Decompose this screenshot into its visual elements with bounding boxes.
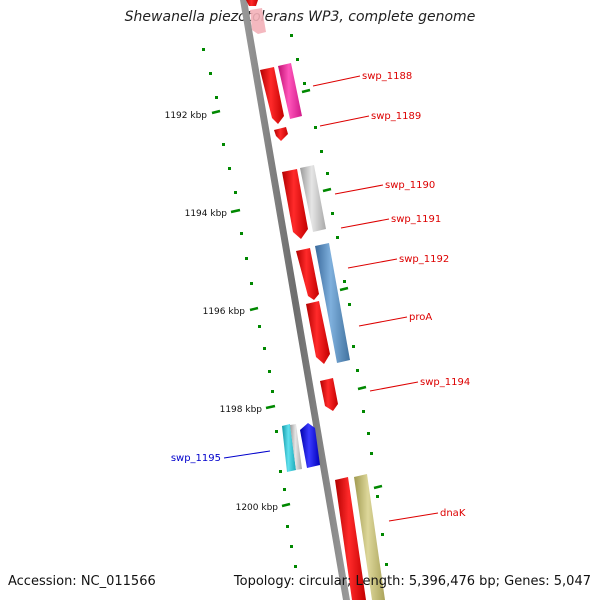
gene-label-swp-1195[interactable]: swp_1195 xyxy=(171,453,221,464)
feature-cyan[interactable] xyxy=(282,424,296,472)
tick-track-right xyxy=(290,34,388,566)
tick-label-1200: 1200 kbp xyxy=(236,503,279,513)
tick-label-1196: 1196 kbp xyxy=(203,307,246,317)
gene-label-swp-1191[interactable]: swp_1191 xyxy=(391,214,441,225)
gene-label-swp-1190[interactable]: swp_1190 xyxy=(385,180,435,191)
gene-arrow-swp-1192[interactable] xyxy=(296,248,319,300)
gene-label-dnaK[interactable]: dnaK xyxy=(440,508,466,519)
tick-label-1194: 1194 kbp xyxy=(185,209,228,219)
gene-label-swp-1194[interactable]: swp_1194 xyxy=(420,377,470,388)
feature-magenta[interactable] xyxy=(278,63,302,119)
major-ticks xyxy=(211,88,383,508)
gene-arrow-top-red[interactable] xyxy=(246,0,258,6)
tick-label-1192: 1192 kbp xyxy=(165,111,208,121)
feature-gray[interactable] xyxy=(300,165,326,232)
feature-steelblue[interactable] xyxy=(315,243,350,363)
gene-arrow-swp-1190[interactable] xyxy=(282,169,308,239)
gene-arrow-swp-1195[interactable] xyxy=(300,423,320,468)
gene-label-swp-1188[interactable]: swp_1188 xyxy=(362,71,412,82)
genome-backbone xyxy=(240,0,350,600)
tick-track-left xyxy=(202,48,297,568)
gene-label-swp-1192[interactable]: swp_1192 xyxy=(399,254,449,265)
gene-arrow-swp-1188[interactable] xyxy=(260,67,284,124)
genome-summary-text: Topology: circular; Length: 5,396,476 bp… xyxy=(233,574,591,589)
gene-arrow-proA[interactable] xyxy=(306,301,330,364)
tick-label-1198: 1198 kbp xyxy=(220,405,263,415)
feature-khaki[interactable] xyxy=(354,474,385,600)
gene-label-proA[interactable]: proA xyxy=(409,312,432,323)
gene-arrow-swp-1194[interactable] xyxy=(320,378,338,411)
label-leader-swp-1195 xyxy=(223,450,271,459)
label-leaders-right xyxy=(312,75,439,522)
accession-text: Accession: NC_011566 xyxy=(8,574,156,589)
gene-arrow-swp-1189[interactable] xyxy=(274,127,288,141)
gene-label-swp-1189[interactable]: swp_1189 xyxy=(371,111,421,122)
gene-arrow-top-pink[interactable] xyxy=(250,8,266,34)
gene-arrow-dnaK[interactable] xyxy=(335,477,366,600)
map-title: Shewanella piezotolerans WP3, complete g… xyxy=(124,9,476,25)
feature-gray-small[interactable] xyxy=(290,424,302,470)
